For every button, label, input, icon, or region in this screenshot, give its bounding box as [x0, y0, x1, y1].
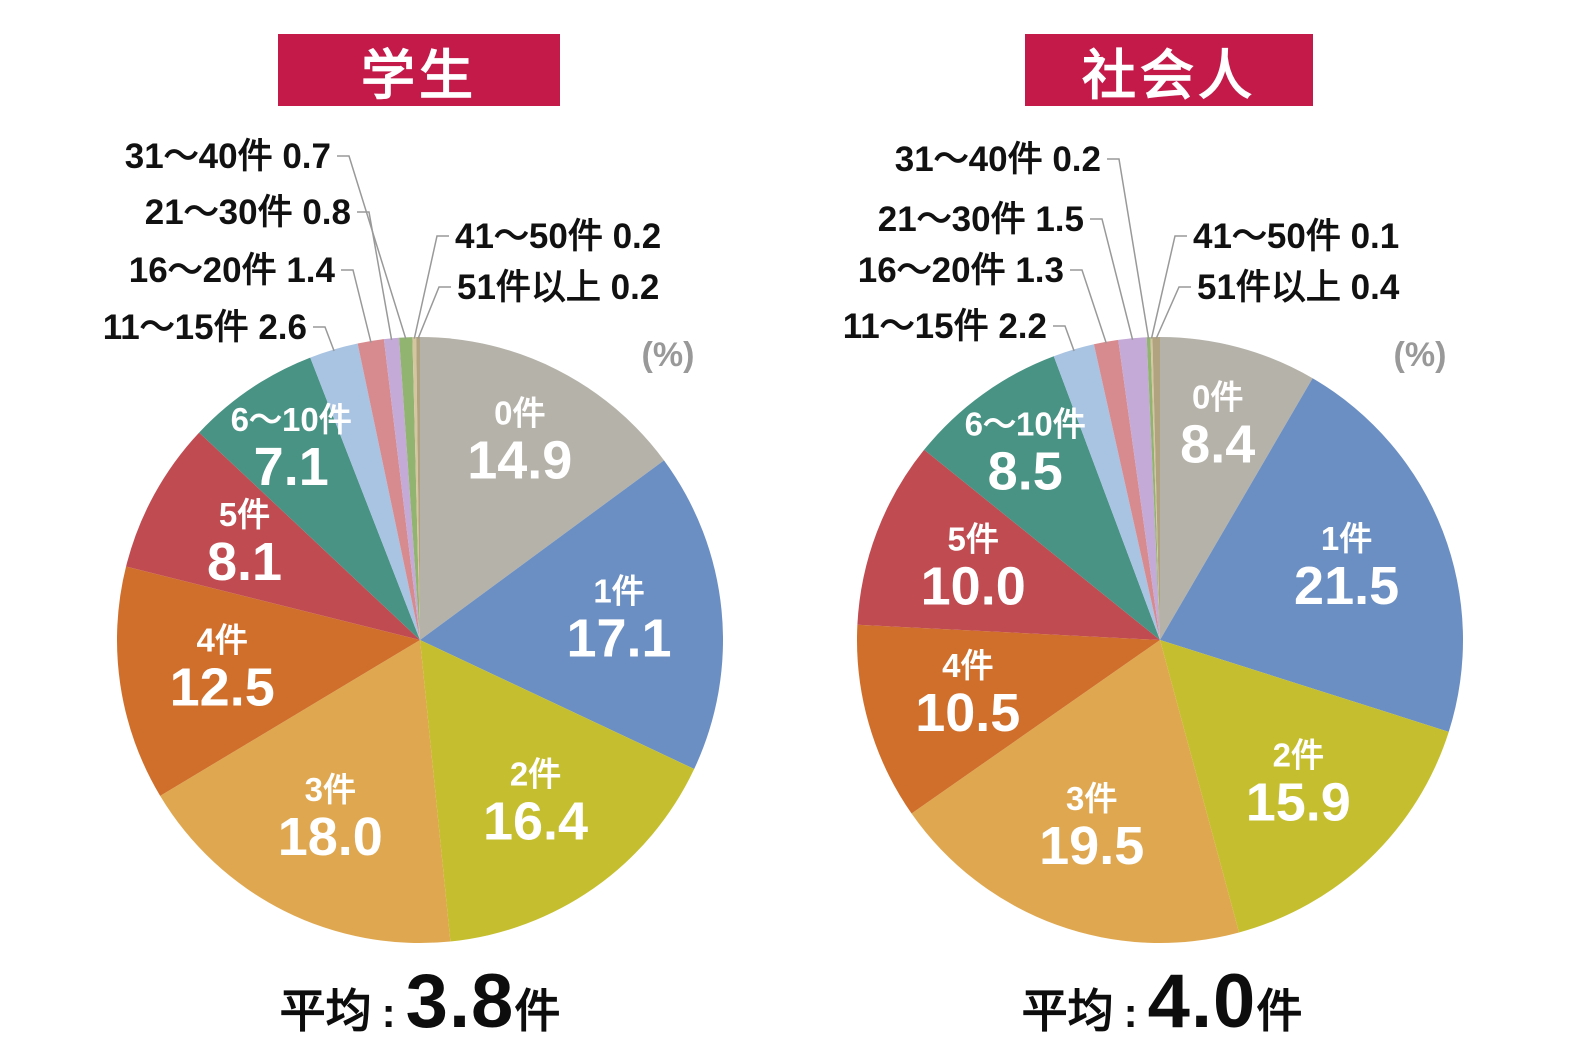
slice-label-value: 16.4 [483, 791, 588, 851]
slice-label-value: 10.0 [921, 557, 1026, 617]
callout-label: 16〜20件 1.4 [129, 251, 336, 290]
callout-leader-line [413, 235, 449, 339]
chart-title-student: 学生 [278, 34, 560, 106]
callout-label: 21〜30件 0.8 [145, 193, 351, 232]
slice-label-value: 17.1 [566, 609, 671, 669]
slice-label-value: 18.0 [278, 807, 383, 867]
pie-slice [1118, 337, 1160, 640]
percent-unit-label: (%) [1394, 336, 1447, 374]
slice-label-value: 7.1 [254, 437, 329, 497]
callout-leader-line [1053, 325, 1075, 352]
slice-label-value: 12.5 [170, 657, 275, 717]
callout-leader-line [1107, 158, 1150, 339]
slice-label-name: 3件 [1066, 780, 1117, 817]
callout-label: 16〜20件 1.3 [858, 251, 1064, 290]
callout-label: 11〜15件 2.2 [843, 307, 1047, 346]
callout-label: 31〜40件 0.2 [895, 140, 1101, 179]
pie-slice [1150, 337, 1160, 640]
average-unit: 件 [514, 985, 561, 1037]
chart-title-student-label: 学生 [361, 45, 477, 106]
average-worker: 平均:4.0件 [772, 958, 1552, 1045]
slice-label-name: 1件 [1321, 520, 1372, 557]
pie-slice [199, 357, 420, 640]
average-value: 4.0 [1147, 959, 1257, 1044]
pie-slice [160, 640, 451, 944]
slice-label-name: 5件 [948, 521, 999, 558]
slice-label-value: 8.5 [988, 441, 1063, 501]
slice-label-value: 15.9 [1246, 773, 1351, 833]
chart-title-worker-label: 社会人 [1082, 45, 1256, 106]
callout-leader-line [417, 286, 451, 339]
slice-label-name: 3件 [305, 771, 356, 808]
pie-slice [1152, 337, 1160, 640]
pie-slice [1160, 337, 1313, 640]
callout-label: 51件以上 0.2 [457, 268, 659, 307]
pie-slice [1160, 640, 1449, 933]
callout-label: 41〜50件 0.2 [455, 217, 661, 256]
pie-slice [1146, 337, 1160, 640]
slice-label-name: 2件 [1273, 737, 1324, 774]
slice-label-value: 10.5 [915, 683, 1020, 743]
callout-leader-line [357, 211, 393, 341]
slice-label-value: 21.5 [1294, 556, 1399, 616]
slice-label-value: 19.5 [1039, 816, 1144, 876]
callout-leader-line [337, 155, 407, 340]
average-student: 平均:3.8件 [30, 958, 810, 1045]
callout-leader-line [1155, 286, 1191, 339]
pie-slice [420, 460, 724, 770]
pie-slice [310, 343, 420, 640]
percent-unit-label: (%) [642, 336, 695, 374]
pie-slice [857, 449, 1160, 640]
callout-label: 11〜15件 2.6 [103, 308, 307, 347]
pie-slice [420, 337, 665, 640]
callout-leader-line [1090, 218, 1134, 340]
slice-label-name: 0件 [494, 395, 545, 432]
pie-slice [126, 432, 421, 640]
pie-slice [856, 624, 1160, 814]
chart-title-worker: 社会人 [1025, 34, 1313, 106]
callout-label: 21〜30件 1.5 [878, 200, 1084, 239]
callout-label: 41〜50件 0.1 [1193, 217, 1399, 256]
slice-label-name: 5件 [219, 496, 270, 533]
pie-slice [416, 336, 420, 640]
pie-slice [357, 339, 420, 640]
callout-leader-line [341, 269, 372, 343]
pie-slice [399, 337, 420, 640]
pie-slice [924, 356, 1160, 640]
callout-label: 51件以上 0.4 [1197, 268, 1400, 307]
slice-label-name: 6〜10件 [965, 405, 1086, 442]
average-prefix: 平均 [1021, 985, 1114, 1037]
pie-slice [420, 640, 695, 942]
slice-label-value: 8.4 [1180, 415, 1255, 475]
pie-slice [1053, 344, 1160, 640]
callout-label: 31〜40件 0.7 [125, 137, 331, 176]
slice-label-name: 2件 [510, 755, 561, 792]
callout-leader-line [1150, 235, 1187, 339]
callout-leader-line [313, 326, 335, 352]
average-colon: : [381, 989, 396, 1036]
average-prefix: 平均 [279, 985, 372, 1037]
slice-label-name: 0件 [1192, 379, 1243, 416]
callout-leader-line [1070, 269, 1108, 344]
slice-label-value: 14.9 [467, 431, 572, 491]
pie-slice [1160, 378, 1463, 732]
average-unit: 件 [1256, 985, 1303, 1037]
pie-slice [412, 337, 420, 640]
pie-slice [116, 566, 421, 796]
average-colon: : [1123, 989, 1138, 1036]
pie-slice [911, 640, 1240, 943]
average-value: 3.8 [405, 959, 515, 1044]
slice-label-name: 1件 [593, 573, 644, 610]
slice-label-name: 6〜10件 [231, 401, 352, 438]
slice-label-value: 8.1 [207, 532, 282, 592]
slice-label-name: 4件 [197, 621, 248, 658]
pie-slice [1093, 339, 1160, 640]
slice-label-name: 4件 [942, 647, 993, 684]
pie-slice [383, 337, 420, 640]
